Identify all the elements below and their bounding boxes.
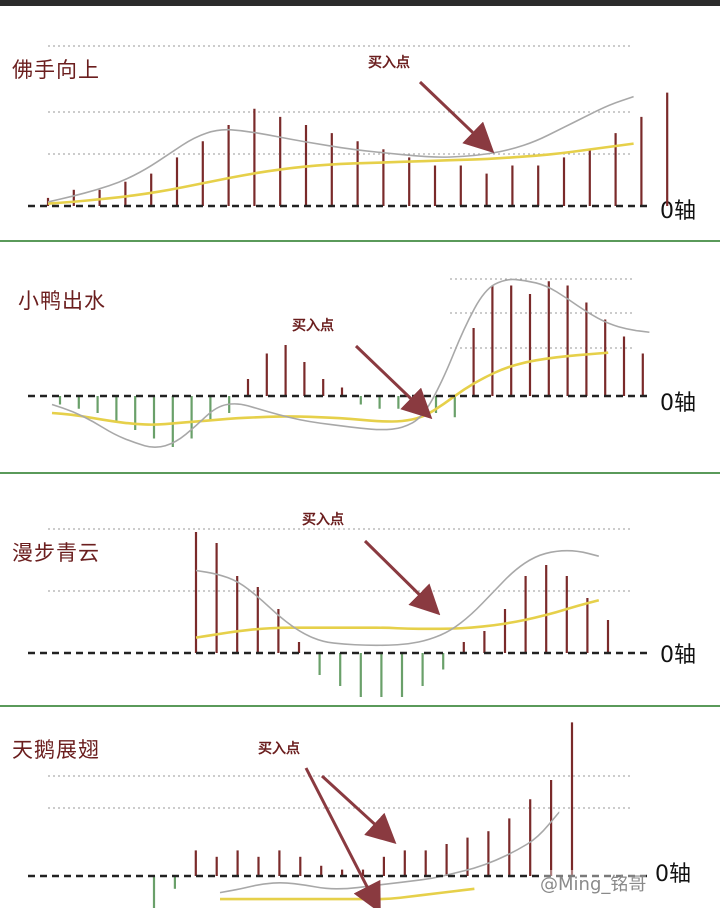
buy-point-arrow [363,539,441,616]
watermark: @Ming_铭哥 [540,870,647,896]
slow-line [51,351,609,426]
buy-point-label: 买入点 [258,741,300,757]
buy-point-label: 买入点 [302,512,344,528]
macd-chart [28,722,648,908]
slow-line [47,142,634,205]
chart-title: 佛手向上 [12,58,100,82]
macd-chart [28,45,669,208]
chart-panel-1: 佛手向上 买入点 0轴 [0,36,720,238]
panel-separator [0,705,720,707]
chart-title: 小鸭出水 [18,289,106,313]
buy-point-arrow [320,774,397,845]
fast-line [219,811,560,894]
buy-point-arrow [418,80,495,154]
fast-line [195,549,600,647]
fast-line [51,278,650,449]
fast-line [47,95,634,203]
panel-separator [0,240,720,242]
buy-point-arrow [304,767,381,908]
zero-axis-label: 0轴 [660,391,696,416]
panel-separator [0,472,720,474]
macd-chart [28,528,648,697]
slow-line [220,887,475,901]
buy-point-label: 买入点 [292,318,334,334]
zero-axis-label: 0轴 [660,643,696,668]
chart-panel-2: 小鸭出水 买入点 0轴 [0,243,720,470]
buy-point-label: 买入点 [368,55,410,71]
chart-panel-3: 漫步青云 买入点 0轴 [0,493,720,703]
chart-title: 漫步青云 [12,541,100,565]
buy-point-arrow [354,344,433,420]
chart-panel-4: 天鹅展翅 买入点 0轴 [0,708,720,908]
macd-chart [28,278,650,449]
zero-axis-label: 0轴 [660,199,696,224]
top-edge-bar [0,0,720,6]
zero-axis-label: 0轴 [655,862,691,887]
chart-title: 天鹅展翅 [12,738,100,762]
slow-line [195,598,600,639]
